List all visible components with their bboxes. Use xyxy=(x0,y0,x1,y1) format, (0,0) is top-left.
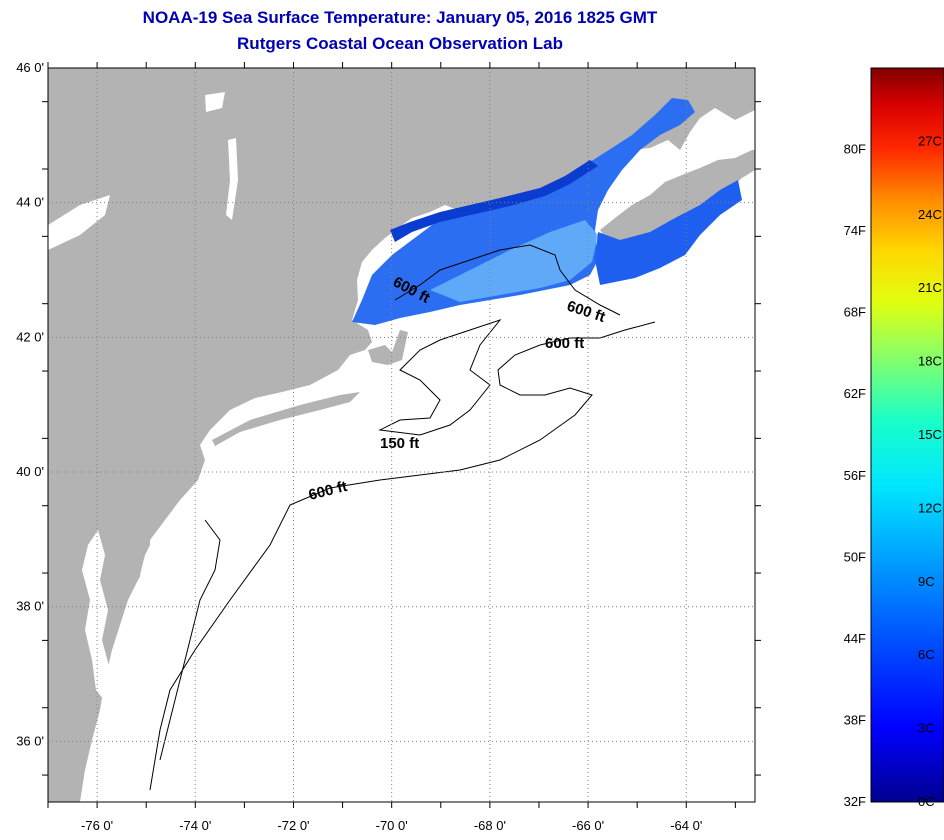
scale-label-c: 3C xyxy=(918,721,935,736)
sst-region-light xyxy=(430,220,598,302)
lat-label: 36 0' xyxy=(16,733,44,748)
scale-label-f: 74F xyxy=(844,223,866,238)
scale-label-f: 44F xyxy=(844,631,866,646)
contour-600ft-gulf xyxy=(394,244,621,316)
scale-label-c: 24C xyxy=(918,207,942,222)
map-subtitle: Rutgers Coastal Ocean Observation Lab xyxy=(237,34,563,53)
scale-label-c: 9C xyxy=(918,574,935,589)
axis-labels: 46 0' 44 0' 42 0' 40 0' 38 0' 36 0' -76 0' -74 … xyxy=(16,60,761,833)
contour-600ft-shelf xyxy=(149,321,656,791)
lat-label: 40 0' xyxy=(16,464,44,479)
delaware-bay xyxy=(140,545,160,590)
land-nova-scotia xyxy=(600,150,755,250)
lake-champlain xyxy=(226,138,238,220)
scale-label-c: 0C xyxy=(918,794,935,809)
lat-label: 46 0' xyxy=(16,60,44,75)
scale-label-c: 15C xyxy=(918,427,942,442)
scale-label-f: 56F xyxy=(844,468,866,483)
land-long-island xyxy=(212,392,360,446)
color-scale-labels: 80F 74F 68F 62F 56F 50F 44F 38F 32F 27C 24C 21C 18C 1… xyxy=(844,133,942,809)
sst-region-gulf-of-maine xyxy=(352,98,695,325)
contour-150ft-georges xyxy=(378,318,502,436)
map-title: NOAA-19 Sea Surface Temperature: January… xyxy=(142,8,658,27)
lon-label: -68 0' xyxy=(474,818,506,833)
scale-label-f: 68F xyxy=(844,305,866,320)
scale-label-c: 27C xyxy=(918,133,942,148)
scale-label-f: 50F xyxy=(844,549,866,564)
lat-label: 42 0' xyxy=(16,329,44,344)
contour-label: 150 ft xyxy=(380,435,419,452)
sst-cold-coastal xyxy=(390,160,598,242)
land-cape-cod xyxy=(368,330,408,365)
lon-label: -72 0' xyxy=(277,818,309,833)
sst-region-scotian-shelf xyxy=(595,180,742,285)
lon-label: -74 0' xyxy=(179,818,211,833)
lat-label: 38 0' xyxy=(16,599,44,614)
inland-lake xyxy=(205,92,225,112)
lon-label: -76 0' xyxy=(81,818,113,833)
map-frame xyxy=(47,67,756,803)
chesapeake-bay xyxy=(82,530,110,700)
scale-label-f: 80F xyxy=(844,142,866,157)
lon-label: -66 0' xyxy=(572,818,604,833)
color-scale-bar xyxy=(870,67,944,803)
lon-label: -64 0' xyxy=(670,818,702,833)
scale-label-c: 21C xyxy=(918,280,942,295)
scale-label-f: 62F xyxy=(844,386,866,401)
scale-label-c: 12C xyxy=(918,500,942,515)
scale-label-f: 32F xyxy=(844,794,866,809)
scale-label-f: 38F xyxy=(844,712,866,727)
scale-label-c: 6C xyxy=(918,647,935,662)
contour-label: 600 ft xyxy=(545,335,584,352)
lat-label: 44 0' xyxy=(16,195,44,210)
land-us-coast xyxy=(48,68,755,802)
scale-label-c: 18C xyxy=(918,354,942,369)
lake-ontario-edge xyxy=(48,195,110,250)
lon-label: -70 0' xyxy=(376,818,408,833)
